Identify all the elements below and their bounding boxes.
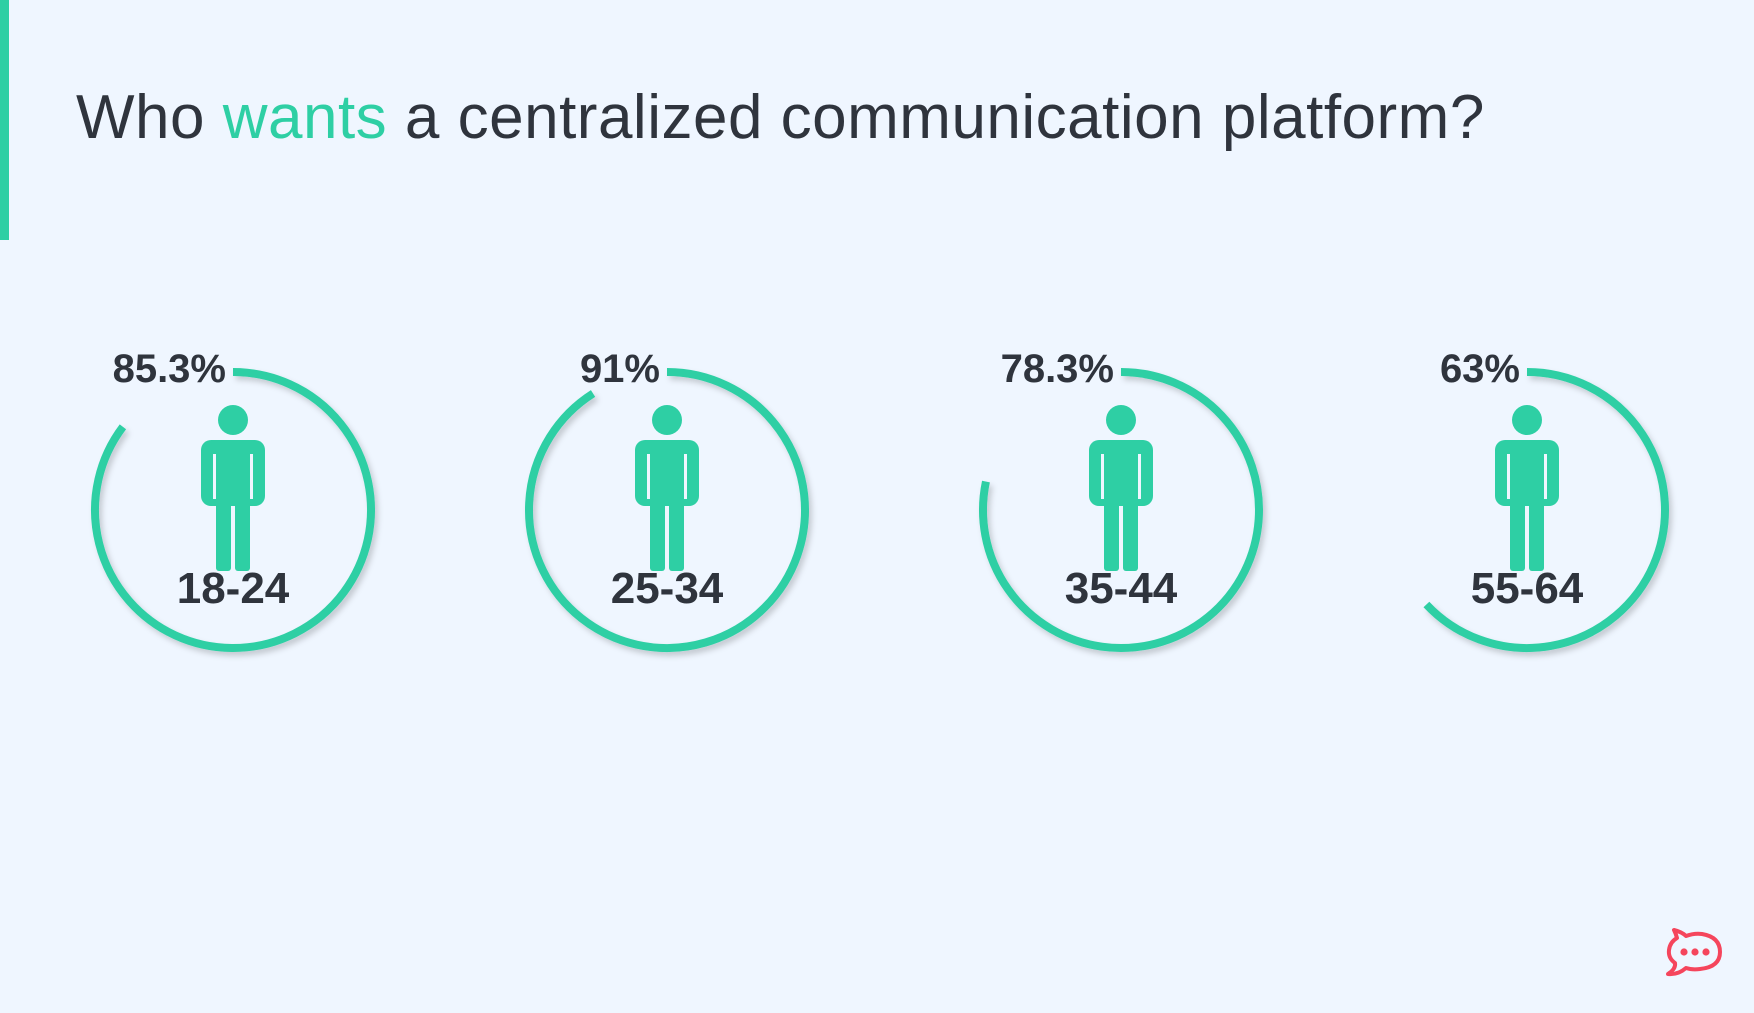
page-title: Who wants a centralized communication pl…: [76, 82, 1485, 153]
chat-bubble-logo-icon: [1666, 928, 1722, 977]
title-suffix: a centralized communication platform?: [387, 83, 1485, 152]
percent-label: 85.3%: [113, 347, 226, 391]
person-icon: [201, 405, 265, 571]
age-group-label: 55-64: [1471, 564, 1584, 613]
progress-arc: [1423, 368, 1669, 652]
progress-arc: [91, 368, 375, 652]
age-group-label: 35-44: [1065, 564, 1178, 613]
age-group-label: 25-34: [611, 564, 724, 613]
person-icon: [635, 405, 699, 571]
ring-group: 85.3% 18-24: [91, 347, 375, 652]
accent-bar: [0, 0, 9, 240]
percent-label: 91%: [580, 347, 660, 391]
ring-group: 63% 55-64: [1423, 347, 1669, 652]
age-group-label: 18-24: [177, 564, 290, 613]
ring-group: 91% 25-34: [525, 347, 809, 652]
title-prefix: Who: [76, 83, 223, 152]
ring-group: 78.3% 35-44: [979, 347, 1263, 652]
progress-arc: [525, 368, 809, 652]
person-icon: [1089, 405, 1153, 571]
title-highlight: wants: [222, 83, 388, 152]
person-icon: [1495, 405, 1559, 571]
progress-arc: [979, 368, 1263, 652]
percent-label: 78.3%: [1001, 347, 1114, 391]
percent-label: 63%: [1440, 347, 1520, 391]
